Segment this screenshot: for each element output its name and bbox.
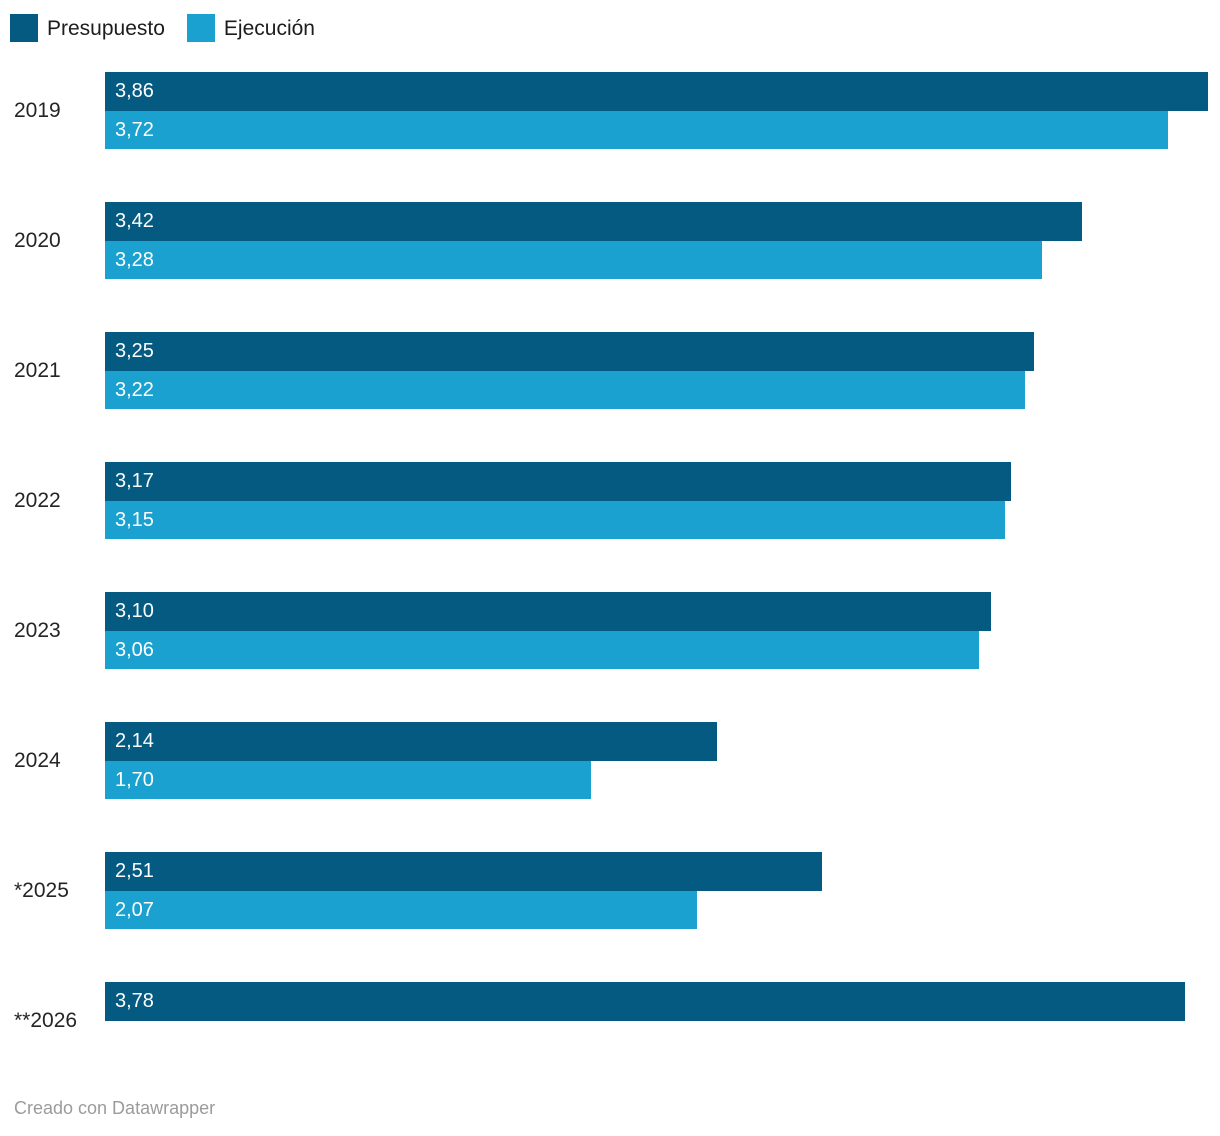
category-label: 2020	[14, 229, 61, 252]
bar-group: 2,51 2,07	[105, 852, 1208, 929]
chart-rows: 2019 3,86 3,72 2020 3,42 3,28 2021 3,25 3,22 2022…	[0, 72, 1220, 1059]
bar-presupuesto: 3,86	[105, 72, 1208, 111]
category-label: 2019	[14, 99, 61, 122]
category-label: **2026	[14, 1009, 78, 1032]
value-label: 1,70	[115, 768, 154, 791]
category-label: 2021	[14, 359, 61, 382]
bar-ejecucion: 3,15	[105, 500, 1006, 539]
value-label: 3,10	[115, 600, 154, 623]
chart-row: *2025 2,51 2,07	[0, 852, 1220, 929]
value-label: 3,22	[115, 378, 154, 401]
bar-presupuesto: 3,10	[105, 592, 991, 631]
legend-label-ejecucion: Ejecución	[223, 16, 315, 40]
value-label: 2,14	[115, 730, 154, 753]
value-label: 3,72	[115, 118, 154, 141]
value-label: 2,51	[115, 860, 154, 883]
bar-presupuesto: 3,78	[105, 982, 1186, 1021]
bar-group: 3,25 3,22	[105, 332, 1208, 409]
bar-ejecucion: 1,70	[105, 760, 591, 799]
value-label: 2,07	[115, 898, 154, 921]
category-label: 2023	[14, 619, 61, 642]
bar-ejecucion: 3,22	[105, 370, 1026, 409]
bar-presupuesto: 2,51	[105, 852, 823, 891]
bar-ejecucion: 2,07	[105, 890, 697, 929]
legend: Presupuesto Ejecución	[10, 14, 315, 42]
bar-presupuesto: 3,25	[105, 332, 1034, 371]
legend-swatch-presupuesto	[10, 14, 38, 42]
bar-group: 3,78	[105, 982, 1208, 1059]
bar-ejecucion: 3,06	[105, 630, 980, 669]
credit-text: Creado con Datawrapper	[14, 1098, 216, 1118]
bar-group: 3,10 3,06	[105, 592, 1208, 669]
bar-group: 3,42 3,28	[105, 202, 1208, 279]
legend-swatch-ejecucion	[186, 14, 215, 42]
chart-row: **2026 3,78	[0, 982, 1220, 1059]
chart-row: 2020 3,42 3,28	[0, 202, 1220, 279]
bar-group: 3,86 3,72	[105, 72, 1208, 149]
chart-row: 2024 2,14 1,70	[0, 722, 1220, 799]
value-label: 3,25	[115, 340, 154, 363]
legend-item-presupuesto: Presupuesto	[10, 14, 165, 42]
value-label: 3,15	[115, 508, 154, 531]
chart-row: 2022 3,17 3,15	[0, 462, 1220, 539]
value-label: 3,86	[115, 80, 154, 103]
chart-row: 2019 3,86 3,72	[0, 72, 1220, 149]
legend-label-presupuesto: Presupuesto	[47, 16, 165, 40]
bar-presupuesto: 3,42	[105, 202, 1083, 241]
chart-row: 2023 3,10 3,06	[0, 592, 1220, 669]
value-label: 3,78	[115, 990, 154, 1013]
bar-ejecucion: 3,28	[105, 240, 1043, 279]
value-label: 3,17	[115, 470, 154, 493]
bar-presupuesto: 3,17	[105, 462, 1011, 501]
bar-group: 2,14 1,70	[105, 722, 1208, 799]
legend-item-ejecucion: Ejecución	[186, 14, 315, 42]
value-label: 3,28	[115, 248, 154, 271]
category-label: 2024	[14, 749, 61, 772]
chart-row: 2021 3,25 3,22	[0, 332, 1220, 409]
bar-presupuesto: 2,14	[105, 722, 717, 761]
bar-ejecucion: 3,72	[105, 110, 1168, 149]
category-label: *2025	[14, 879, 69, 902]
value-label: 3,06	[115, 638, 154, 661]
value-label: 3,42	[115, 210, 154, 233]
bar-group: 3,17 3,15	[105, 462, 1208, 539]
category-label: 2022	[14, 489, 61, 512]
